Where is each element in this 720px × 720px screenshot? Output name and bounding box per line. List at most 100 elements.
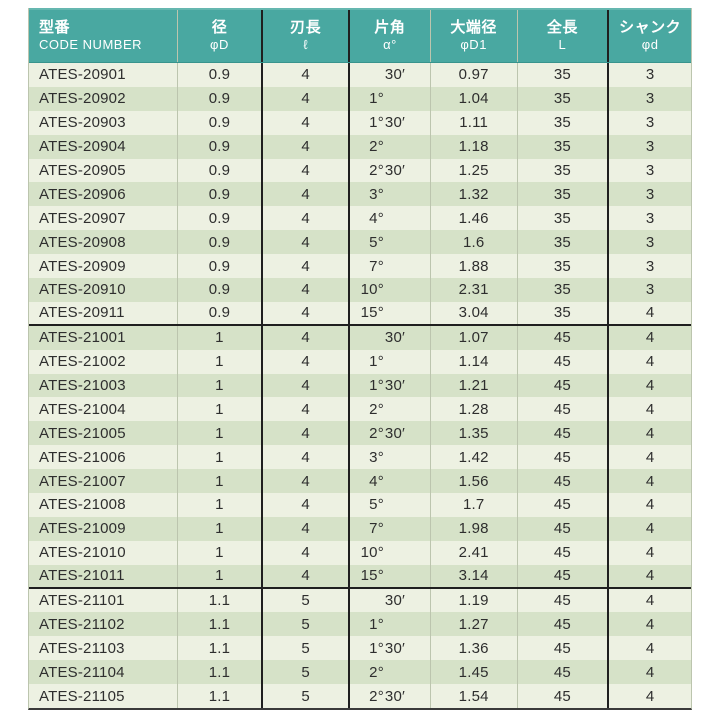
angle-degrees — [353, 66, 384, 83]
cell-diameter: 1 — [176, 493, 262, 517]
cell-half-angle: 30′ — [348, 325, 430, 350]
table-row: ATES-21003 1 4 1° 30′ 1.21 45 4 — [29, 373, 691, 398]
cell-code-number: ATES-21003 — [39, 377, 126, 395]
cell-shank-diameter: 4 — [607, 540, 691, 565]
cell-diameter: 1 — [176, 397, 262, 422]
cell-diameter: 0.9 — [176, 182, 262, 207]
table-row: ATES-21104 1.1 5 2° 1.45 45 4 — [29, 660, 691, 685]
cell-overall-length: 35 — [516, 301, 608, 324]
cell-shank-diameter: 3 — [607, 254, 691, 279]
cell-half-angle: 1° 30′ — [348, 636, 430, 661]
angle-degrees: 5° — [369, 233, 384, 251]
angle-value: 4° — [353, 210, 427, 227]
cell-code-number: ATES-21001 — [39, 329, 126, 347]
cell-shank-diameter: 4 — [607, 469, 691, 494]
cell-diameter: 1 — [176, 516, 262, 541]
cell-code-number: ATES-20909 — [39, 257, 126, 275]
cell-shank-diameter: 4 — [607, 349, 691, 374]
angle-degrees: 7° — [369, 257, 384, 275]
cell-code-number: ATES-21002 — [39, 353, 126, 371]
angle-degrees: 1° — [369, 377, 384, 395]
cell-flute-length: 5 — [261, 636, 348, 661]
table-row: ATES-20911 0.9 4 15° 3.04 35 4 — [29, 301, 691, 326]
angle-value: 15° — [353, 304, 427, 321]
cell-flute-length: 4 — [261, 134, 348, 159]
cell-flute-length: 4 — [261, 469, 348, 494]
cell-half-angle: 2° — [348, 134, 430, 159]
cell-overall-length: 45 — [516, 636, 608, 661]
angle-value: 3° — [353, 449, 427, 466]
angle-value: 10° — [353, 544, 427, 561]
cell-half-angle: 10° — [348, 540, 430, 565]
header-overall-length: 全長 L — [516, 10, 608, 62]
table-row: ATES-21009 1 4 7° 1.98 45 4 — [29, 516, 691, 541]
cell-overall-length: 35 — [516, 158, 608, 183]
angle-minutes — [384, 304, 427, 321]
cell-half-angle: 4° — [348, 469, 430, 494]
spec-table: 型番 CODE NUMBER 径 φD 刃長 ℓ 片角 α° 大端径 φD1 全… — [28, 8, 692, 711]
cell-overall-length: 45 — [516, 469, 608, 494]
angle-minutes: 30′ — [384, 114, 406, 132]
cell-code-number: ATES-21006 — [39, 448, 126, 466]
cell-big-end-diameter: 1.98 — [429, 516, 517, 541]
cell-code-number: ATES-21005 — [39, 424, 126, 442]
cell-shank-diameter: 4 — [607, 373, 691, 398]
cell-half-angle: 7° — [348, 516, 430, 541]
angle-minutes: 30′ — [384, 639, 406, 657]
angle-value: 2° 30′ — [353, 688, 427, 705]
header-shank-diameter: シャンク φd — [607, 10, 691, 62]
angle-degrees: 4° — [369, 209, 384, 227]
cell-shank-diameter: 4 — [607, 684, 691, 709]
cell-shank-diameter: 3 — [607, 134, 691, 159]
angle-value: 2° — [353, 401, 427, 418]
cell-overall-length: 35 — [516, 134, 608, 159]
cell-code-number: ATES-20907 — [39, 209, 126, 227]
cell-half-angle: 2° 30′ — [348, 684, 430, 709]
cell-big-end-diameter: 1.88 — [429, 254, 517, 279]
cell-big-end-diameter: 0.97 — [429, 63, 517, 87]
angle-value: 1° 30′ — [353, 640, 427, 657]
cell-shank-diameter: 3 — [607, 206, 691, 231]
table-row: ATES-21001 1 4 30′ 1.07 45 4 — [29, 325, 691, 350]
table-row: ATES-20909 0.9 4 7° 1.88 35 3 — [29, 254, 691, 279]
cell-flute-length: 4 — [261, 86, 348, 111]
cell-flute-length: 5 — [261, 660, 348, 685]
cell-code-number: ATES-20906 — [39, 185, 126, 203]
angle-degrees: 2° — [369, 162, 384, 179]
cell-big-end-diameter: 1.45 — [429, 660, 517, 685]
angle-value: 7° — [353, 258, 427, 275]
angle-minutes: 30′ — [384, 592, 406, 610]
cell-shank-diameter: 4 — [607, 660, 691, 685]
cell-diameter: 0.9 — [176, 301, 262, 324]
cell-diameter: 1 — [176, 373, 262, 398]
angle-value: 2° — [353, 664, 427, 681]
angle-minutes — [384, 401, 427, 418]
angle-minutes — [384, 234, 427, 251]
table-row: ATES-21103 1.1 5 1° 30′ 1.36 45 4 — [29, 636, 691, 661]
cell-big-end-diameter: 1.56 — [429, 469, 517, 494]
angle-value: 30′ — [353, 66, 427, 83]
cell-overall-length: 45 — [516, 612, 608, 637]
angle-minutes — [384, 664, 427, 681]
angle-degrees: 5° — [369, 496, 384, 514]
cell-half-angle: 7° — [348, 254, 430, 279]
angle-value: 5° — [353, 496, 427, 513]
cell-code-number: ATES-21104 — [39, 663, 125, 681]
angle-minutes: 30′ — [384, 329, 406, 347]
cell-overall-length: 35 — [516, 86, 608, 111]
cell-overall-length: 45 — [516, 540, 608, 565]
cell-flute-length: 4 — [261, 301, 348, 324]
angle-value: 1° — [353, 616, 427, 633]
header-big-end-diameter-jp: 大端径 — [450, 18, 497, 36]
header-shank-diameter-jp: シャンク — [619, 18, 682, 36]
angle-minutes — [384, 473, 427, 490]
cell-diameter: 0.9 — [176, 206, 262, 231]
cell-code-number: ATES-21009 — [39, 520, 126, 538]
cell-flute-length: 4 — [261, 516, 348, 541]
cell-half-angle: 3° — [348, 445, 430, 470]
cell-flute-length: 4 — [261, 63, 348, 87]
table-row: ATES-21008 1 4 5° 1.7 45 4 — [29, 493, 691, 517]
angle-degrees: 2° — [369, 663, 384, 681]
cell-shank-diameter: 4 — [607, 325, 691, 350]
cell-code-number: ATES-21004 — [39, 400, 126, 418]
